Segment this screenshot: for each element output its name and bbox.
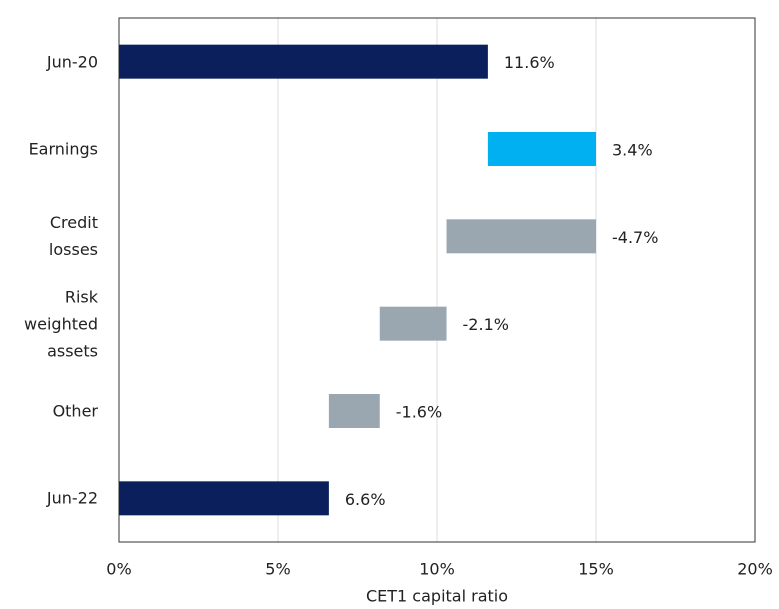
value-label: -1.6% <box>396 403 442 422</box>
x-tick-label: 15% <box>578 560 614 579</box>
value-label: 6.6% <box>345 490 386 509</box>
x-axis-label: CET1 capital ratio <box>366 587 508 606</box>
x-tick-label: 0% <box>106 560 131 579</box>
x-tick-label: 10% <box>419 560 455 579</box>
y-tick-label: Other <box>52 401 98 421</box>
value-label: -2.1% <box>463 315 509 334</box>
x-tick-label: 20% <box>737 560 773 579</box>
x-tick-label: 5% <box>265 560 290 579</box>
bar <box>119 44 488 79</box>
y-tick-label: Credit losses <box>48 213 98 260</box>
value-label: 3.4% <box>612 141 653 160</box>
bar <box>328 394 380 428</box>
y-tick-label: Jun-20 <box>46 52 98 72</box>
plot-frame <box>118 17 756 543</box>
y-tick-label: Earnings <box>28 139 98 159</box>
bar <box>119 481 329 516</box>
bar <box>379 306 447 341</box>
y-tick-label: Jun-22 <box>46 488 98 508</box>
value-label: -4.7% <box>612 228 658 247</box>
value-label: 11.6% <box>504 53 555 72</box>
y-tick-label: Risk weighted assets <box>24 287 98 361</box>
bar <box>446 219 596 254</box>
bar <box>487 132 596 166</box>
